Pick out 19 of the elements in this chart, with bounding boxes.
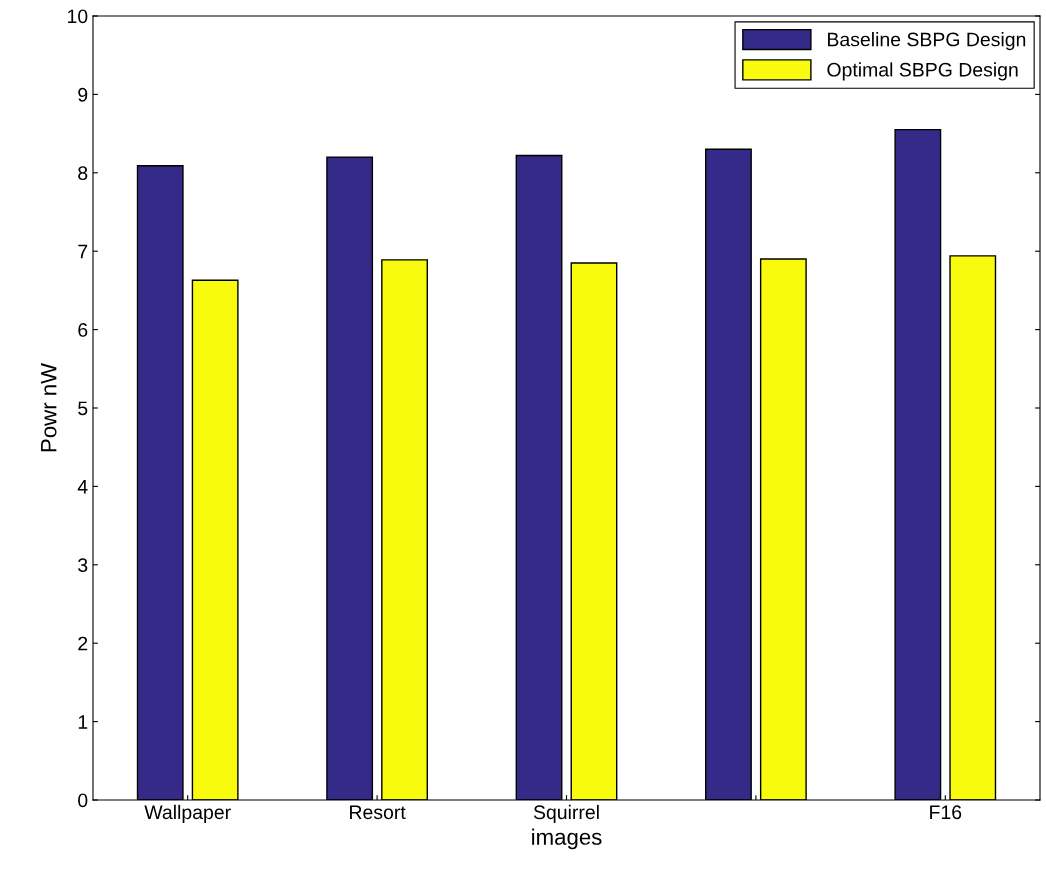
y-tick-label: 5	[78, 401, 88, 416]
y-tick-label: 9	[78, 87, 88, 102]
x-tick-label: Resort	[350, 805, 406, 820]
y-axis-title: Powr nW	[41, 363, 57, 452]
y-tick-label: 8	[78, 166, 88, 181]
x-tick-label: Wallpaper	[144, 804, 231, 823]
y-tick-label: 10	[68, 9, 88, 24]
y-tick-label: 3	[78, 558, 88, 573]
y-tick-label: 2	[78, 636, 88, 651]
y-tick-label: 4	[77, 480, 88, 494]
x-tick-label: Squirrel	[533, 804, 599, 823]
y-tick-label: 7	[78, 244, 88, 259]
x-tick-label: F16	[930, 805, 962, 820]
legend-label: Baseline SBPG Design	[828, 32, 1026, 51]
y-tick-label: 1	[78, 715, 88, 729]
y-tick-label: 0	[78, 793, 88, 808]
legend-label: Optimal SBPG Design	[827, 62, 1018, 81]
y-tick-label: 6	[78, 323, 88, 337]
x-axis-title: images	[532, 828, 602, 850]
